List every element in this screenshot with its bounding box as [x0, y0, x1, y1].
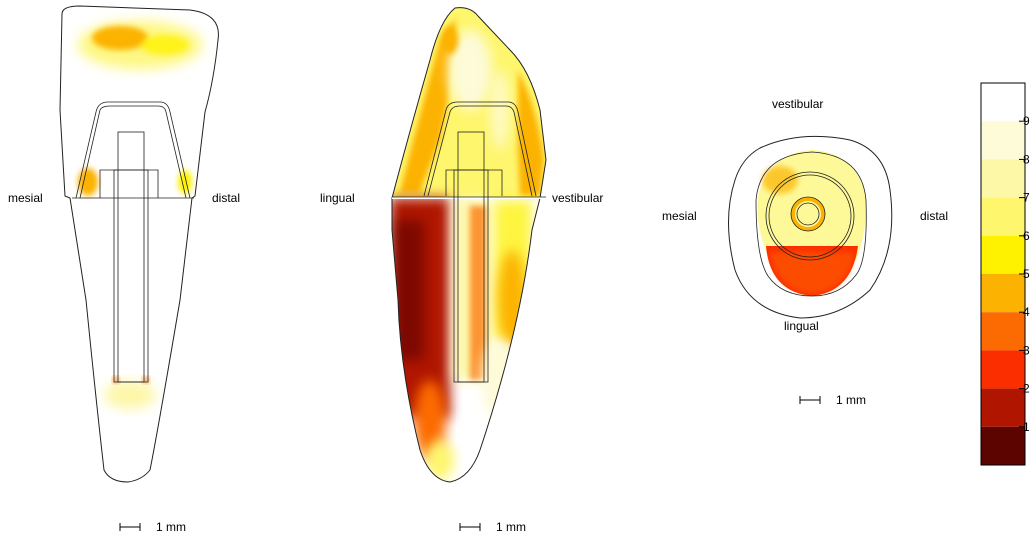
color-scale-band — [981, 350, 1025, 389]
mesiodistal-scale-label: 1 mm — [156, 520, 186, 534]
color-scale-tick-label: 3 — [1023, 343, 1030, 357]
color-scale-tick-label: 5 — [1023, 267, 1030, 281]
color-scale-tick-label: 1 — [1023, 420, 1030, 434]
color-scale-band — [981, 235, 1025, 274]
cross-section-lingual-label: lingual — [784, 319, 819, 333]
cross-section-scale-label: 1 mm — [836, 393, 866, 407]
cross-section-post-ring — [791, 197, 825, 231]
color-scale-band — [981, 426, 1025, 465]
color-scale-tick-label: 4 — [1023, 305, 1030, 319]
cross-section-scale-bar: 1 mm — [799, 393, 866, 407]
color-scale-band — [981, 312, 1025, 351]
color-scale-tick-label: 2 — [1023, 382, 1030, 396]
color-scale-band — [981, 83, 1025, 122]
color-scale-band — [981, 388, 1025, 427]
linguovestibular-tooth-outline — [391, 7, 547, 483]
linguovestibular-stress-map — [392, 7, 546, 480]
cross-section-inner-ring — [755, 151, 867, 297]
mesiodistal-stress-map — [78, 21, 202, 409]
linguovestibular-scale-bar: 1 mm — [459, 520, 526, 534]
linguovestibular-crown-coping — [423, 101, 537, 197]
color-scale-band — [981, 121, 1025, 160]
mesiodistal-crown-coping — [75, 101, 191, 199]
linguovestibular-section-view: lingual vestibular 1 mm — [320, 7, 603, 534]
mesiodistal-scale-bar: 1 mm — [119, 520, 186, 534]
mesiodistal-tooth-outline — [59, 5, 219, 483]
color-scale-legend: 9 8 7 6 5 4 3 2 1 — [980, 82, 1030, 466]
color-scale-tick-label: 7 — [1023, 191, 1030, 205]
color-scale-tick-label: 8 — [1023, 152, 1030, 166]
color-scale-tick-label: 6 — [1023, 229, 1030, 243]
cross-section-distal-label: distal — [920, 209, 948, 223]
linguovestibular-lingual-label: lingual — [320, 191, 355, 205]
cross-section-mesial-label: mesial — [662, 209, 697, 223]
color-scale-band — [981, 274, 1025, 313]
color-scale-band — [981, 197, 1025, 236]
linguovestibular-vestibular-label: vestibular — [552, 191, 603, 205]
cross-section-stress-map — [757, 150, 867, 296]
cross-section-view: vestibular lingual mesial distal 1 mm — [662, 97, 948, 407]
cross-section-vestibular-label: vestibular — [772, 97, 823, 111]
mesiodistal-section-view: mesial distal 1 mm — [8, 5, 240, 534]
mesiodistal-post — [117, 131, 145, 383]
mesiodistal-mesial-label: mesial — [8, 191, 43, 205]
cross-section-outer-outline — [728, 135, 893, 319]
mesiodistal-distal-label: distal — [212, 191, 240, 205]
mesiodistal-core — [99, 169, 159, 198]
color-scale-tick-label: 9 — [1023, 114, 1030, 128]
color-scale-band — [981, 159, 1025, 198]
linguovestibular-scale-label: 1 mm — [496, 520, 526, 534]
